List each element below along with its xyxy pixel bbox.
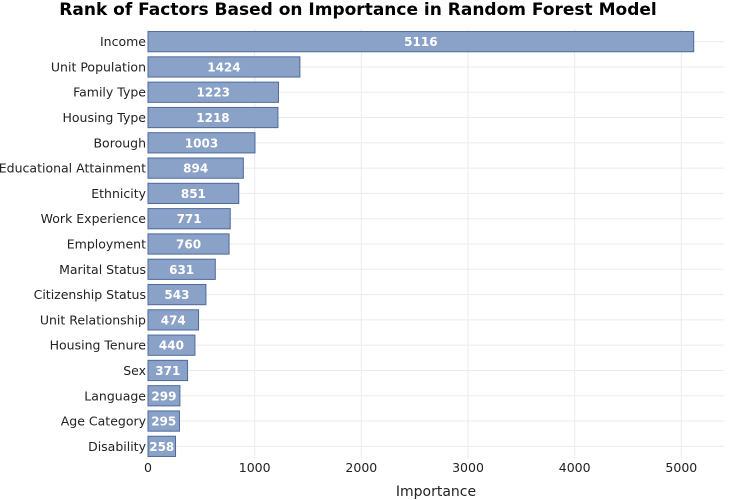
category-label: Age Category — [61, 414, 147, 429]
bar-value-label: 771 — [177, 212, 202, 226]
bar-value-label: 299 — [151, 389, 176, 403]
category-label: Work Experience — [41, 211, 147, 226]
category-label: Unit Relationship — [40, 312, 146, 327]
x-tick-label: 5000 — [665, 460, 697, 475]
bars: 5116 1424 1223 1218 1003 894 851 771 760 631 543 47… — [147, 31, 695, 457]
bar-disability — [147, 435, 177, 457]
bar-value-label: 543 — [164, 288, 189, 302]
x-tick-label: 0 — [144, 460, 152, 475]
category-label: Ethnicity — [91, 186, 146, 201]
bar-value-label: 258 — [149, 440, 174, 454]
category-label: Sex — [123, 363, 146, 378]
category-label: Borough — [93, 135, 146, 150]
bar-value-label: 631 — [169, 263, 194, 277]
bar-value-label: 295 — [151, 415, 176, 429]
bar-unit-relationship — [147, 309, 200, 331]
bar-work-experience — [147, 208, 231, 230]
bar-value-label: 1218 — [196, 111, 229, 125]
bar-housing-type — [147, 106, 279, 129]
category-label: Marital Status — [59, 262, 146, 277]
x-axis-title: Importance — [396, 484, 476, 500]
category-label: Housing Type — [63, 110, 147, 125]
category-label: Family Type — [73, 85, 146, 100]
category-label: Employment — [67, 237, 146, 252]
category-label: Language — [84, 388, 146, 403]
bar-value-label: 894 — [183, 162, 208, 176]
bar-language — [147, 385, 181, 407]
bar-borough — [147, 132, 256, 154]
bar-housing-tenure — [147, 334, 196, 356]
bar-marital-status — [147, 258, 216, 280]
category-label: Income — [100, 34, 146, 49]
category-labels: Income Unit Population Family Type Housing … — [0, 34, 147, 454]
bar-value-label: 474 — [161, 313, 186, 327]
bar-value-label: 371 — [155, 364, 180, 378]
bar-ethnicity — [147, 182, 240, 205]
bar-unit-population — [147, 56, 301, 78]
category-label: Housing Tenure — [50, 338, 147, 353]
x-tick-label: 2000 — [345, 460, 377, 475]
bar-value-label: 1003 — [185, 136, 218, 150]
bar-income — [147, 31, 695, 53]
bar-value-label: 440 — [159, 339, 184, 353]
bar-age-category — [147, 410, 180, 432]
bar-value-label: 1223 — [197, 86, 230, 100]
category-label: Disability — [88, 439, 147, 454]
bar-value-label: 760 — [176, 238, 201, 252]
bar-citizenship-status — [147, 283, 207, 306]
category-label: Citizenship Status — [34, 287, 146, 302]
bar-value-label: 1424 — [207, 60, 240, 74]
bar-value-label: 5116 — [404, 35, 437, 49]
x-tick-label: 1000 — [239, 460, 271, 475]
bar-sex — [147, 359, 189, 382]
bar-employment — [147, 233, 230, 255]
bar-educational-attainment — [147, 157, 244, 179]
chart-title: Rank of Factors Based on Importance in R… — [59, 0, 656, 20]
bar-family-type — [147, 81, 279, 103]
bar-value-label: 851 — [181, 187, 206, 201]
x-tick-label: 3000 — [452, 460, 484, 475]
category-label: Unit Population — [51, 59, 146, 74]
x-axis-ticks: 0 1000 2000 3000 4000 5000 — [144, 460, 697, 475]
category-label: Educational Attainment — [0, 161, 146, 176]
x-tick-label: 4000 — [559, 460, 591, 475]
